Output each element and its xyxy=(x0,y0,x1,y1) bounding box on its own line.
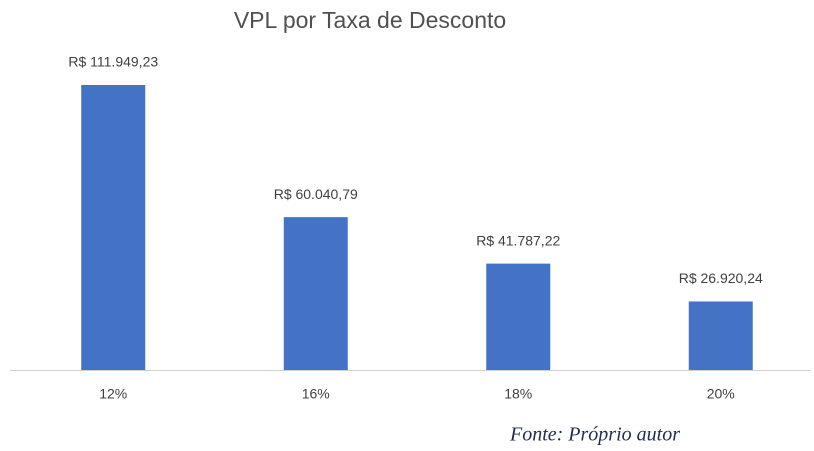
x-tick-label: 12% xyxy=(99,386,127,402)
bar xyxy=(81,85,146,370)
bar xyxy=(688,301,753,370)
source-note: Fonte: Próprio autor xyxy=(509,424,680,446)
chart-title: VPL por Taxa de Desconto xyxy=(234,7,506,33)
data-label: R$ 26.920,24 xyxy=(679,270,763,286)
bar xyxy=(283,217,348,370)
data-label: R$ 111.949,23 xyxy=(68,54,158,70)
bar xyxy=(486,263,551,370)
x-tick-label: 16% xyxy=(302,386,330,402)
x-tick-label: 20% xyxy=(707,386,735,402)
data-label: R$ 60.040,79 xyxy=(274,186,358,202)
x-tick-label: 18% xyxy=(504,386,532,402)
data-label: R$ 41.787,22 xyxy=(476,232,560,248)
